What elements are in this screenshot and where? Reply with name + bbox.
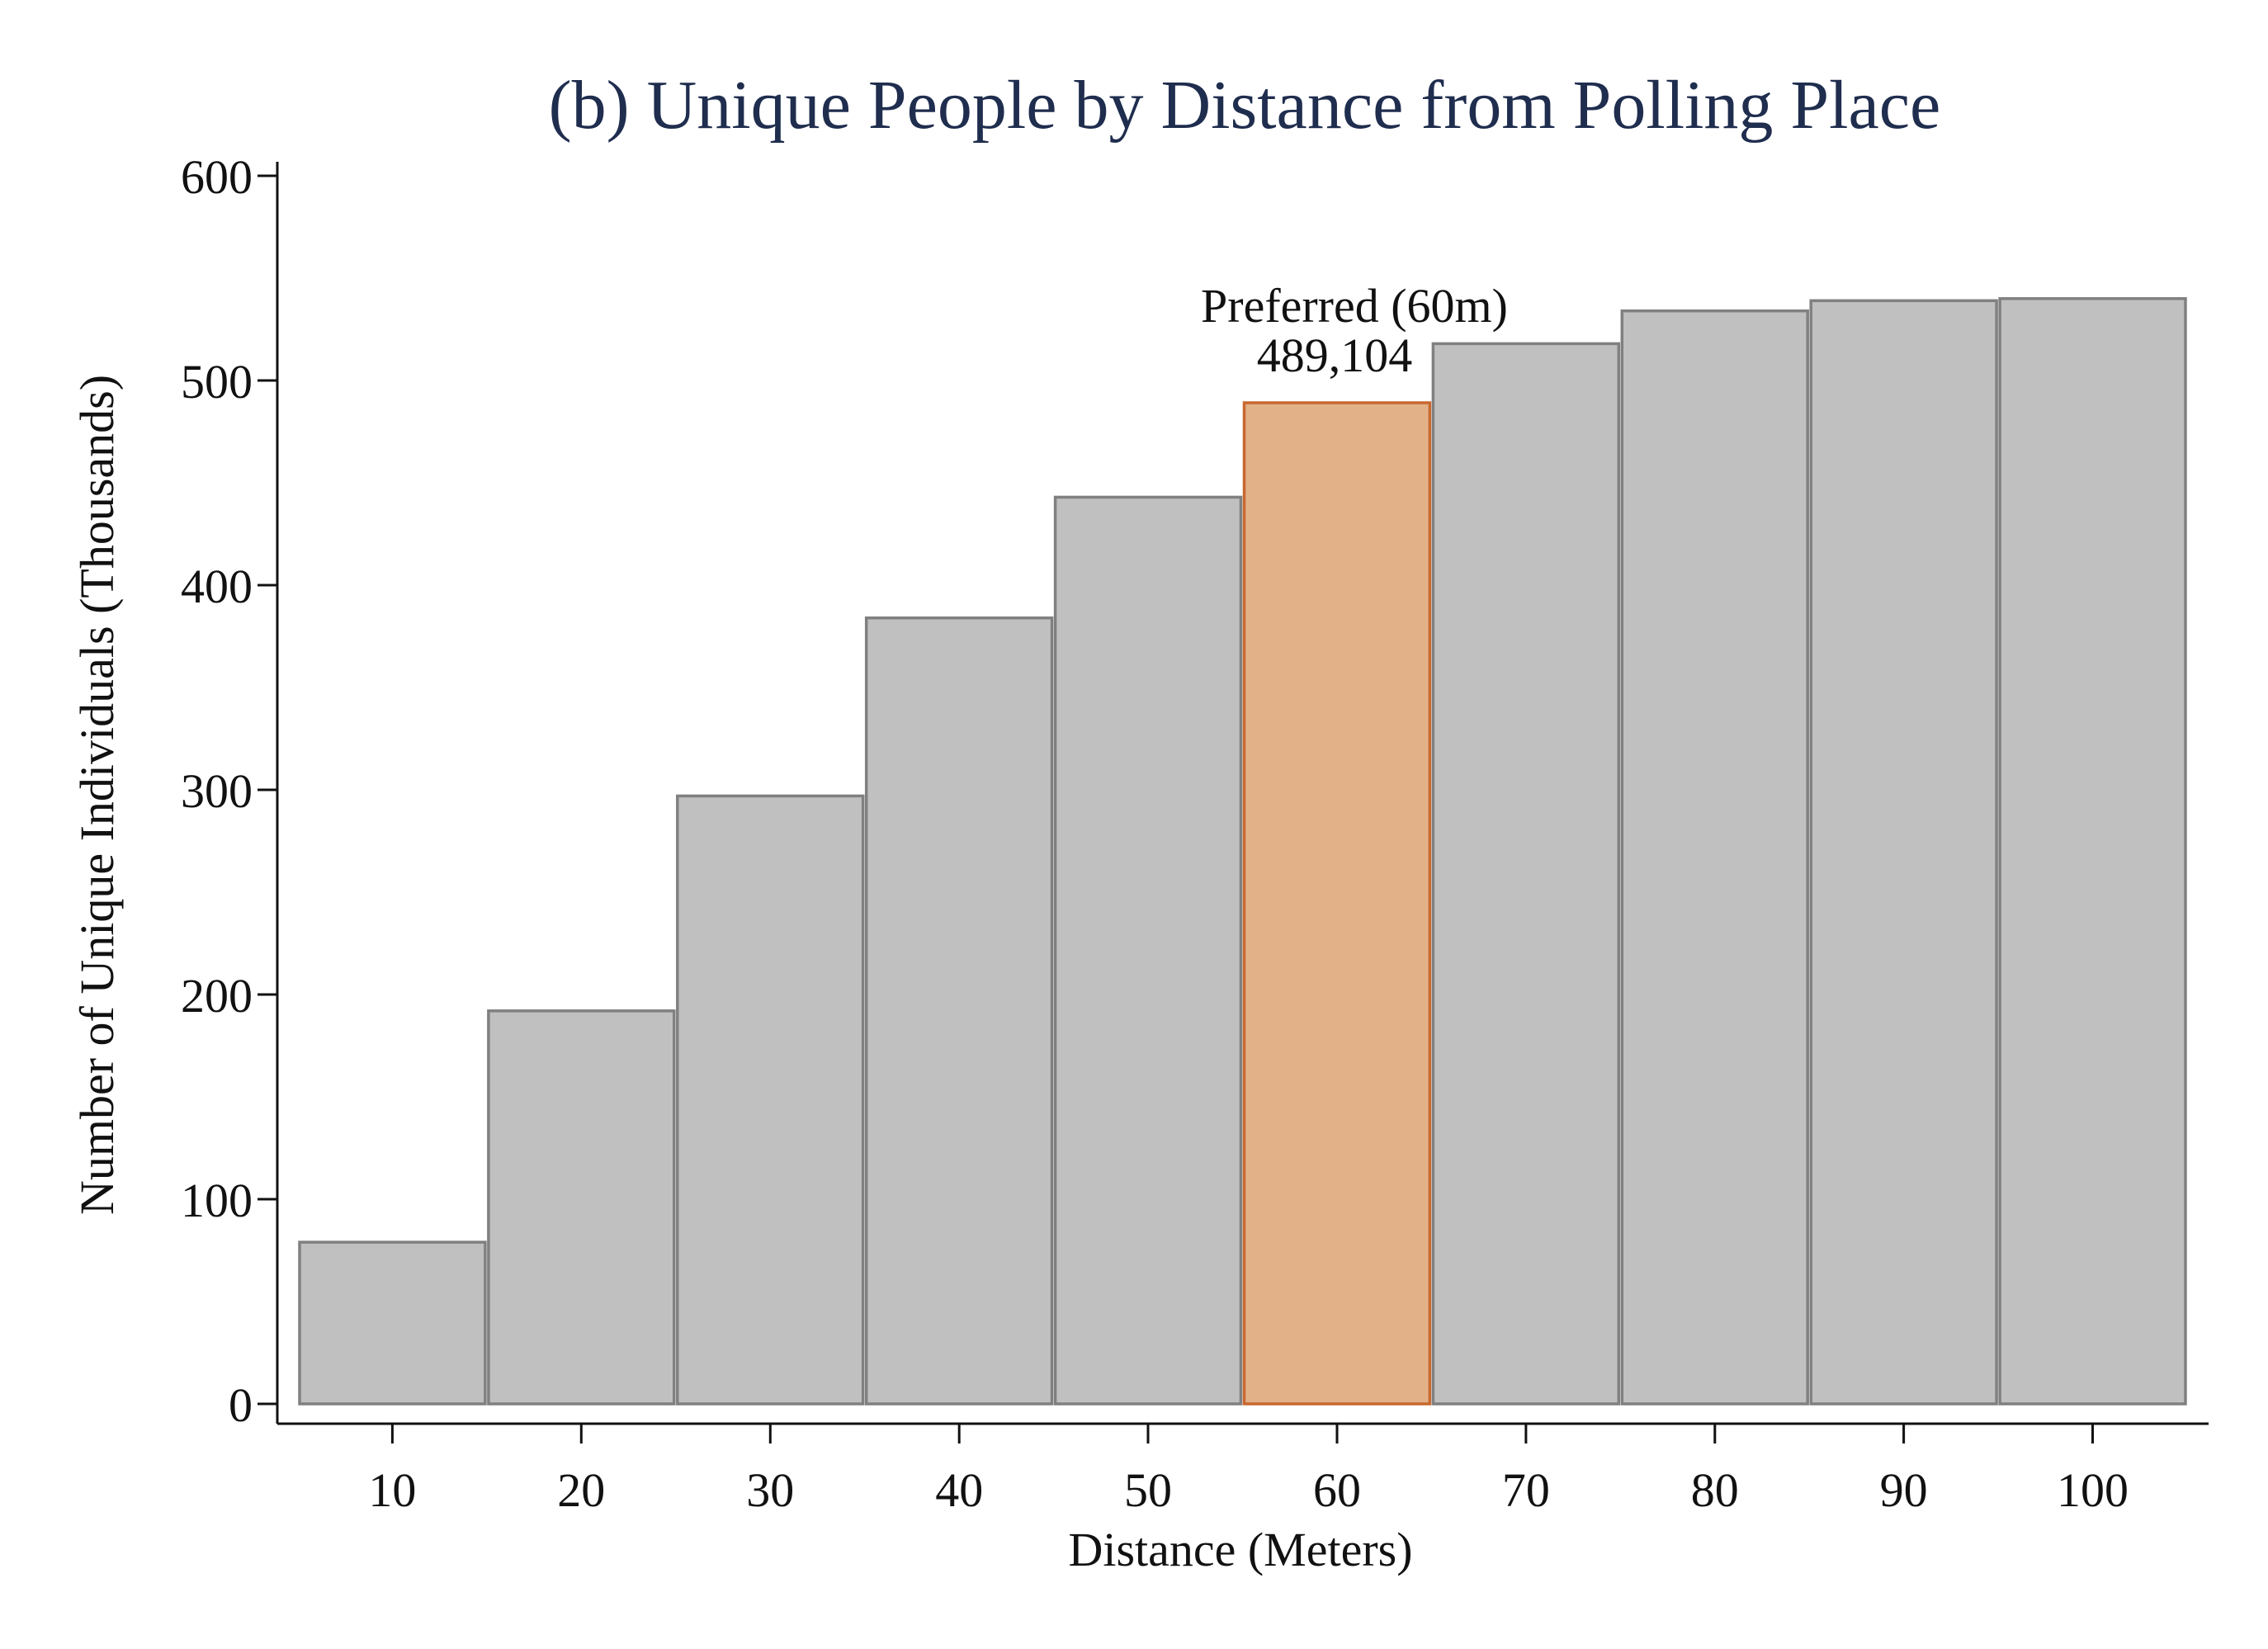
highlight-value-label: 489,104 xyxy=(1257,328,1413,382)
y-tick-label: 0 xyxy=(229,1378,253,1432)
x-axis-label: Distance (Meters) xyxy=(1068,1523,1412,1576)
x-tick-label: 50 xyxy=(1124,1463,1172,1517)
bar-70 xyxy=(1431,342,1621,1406)
bar-20 xyxy=(487,1009,676,1406)
y-tick-label: 100 xyxy=(181,1174,253,1227)
chart-title: (b) Unique People by Distance from Polli… xyxy=(549,67,1941,144)
bar-40 xyxy=(864,616,1054,1406)
highlight-annotation: Preferred (60m) 489,104 xyxy=(1201,279,1508,382)
x-tick-label: 90 xyxy=(1880,1463,1928,1517)
x-tick-label: 70 xyxy=(1502,1463,1550,1517)
x-axis-ticks: 10 20 30 40 50 60 70 80 90 100 xyxy=(368,1424,2129,1517)
y-tick-label: 300 xyxy=(181,764,253,818)
y-tick-label: 200 xyxy=(181,969,253,1023)
x-tick-label: 30 xyxy=(746,1463,794,1517)
x-tick-label: 40 xyxy=(935,1463,983,1517)
x-tick-label: 100 xyxy=(2057,1463,2129,1517)
highlight-label: Preferred (60m) xyxy=(1201,279,1508,333)
bar-10 xyxy=(298,1240,487,1406)
bar-30 xyxy=(676,794,865,1406)
x-tick-label: 80 xyxy=(1691,1463,1739,1517)
y-tick-label: 400 xyxy=(181,560,253,613)
y-axis-label: Number of Unique Individuals (Thousands) xyxy=(70,375,124,1215)
y-tick-label: 500 xyxy=(181,355,253,409)
bars xyxy=(298,297,2187,1406)
x-tick-label: 20 xyxy=(557,1463,605,1517)
bar-90 xyxy=(1809,299,1998,1406)
y-tick-label: 600 xyxy=(181,150,253,204)
bar-80 xyxy=(1620,309,1809,1406)
y-axis-ticks: 0 100 200 300 400 500 600 xyxy=(181,150,277,1432)
bar-50 xyxy=(1053,495,1243,1406)
bar-highlight-60 xyxy=(1242,401,1432,1406)
bar-100 xyxy=(1998,297,2187,1406)
x-tick-label: 60 xyxy=(1313,1463,1361,1517)
x-tick-label: 10 xyxy=(368,1463,416,1517)
